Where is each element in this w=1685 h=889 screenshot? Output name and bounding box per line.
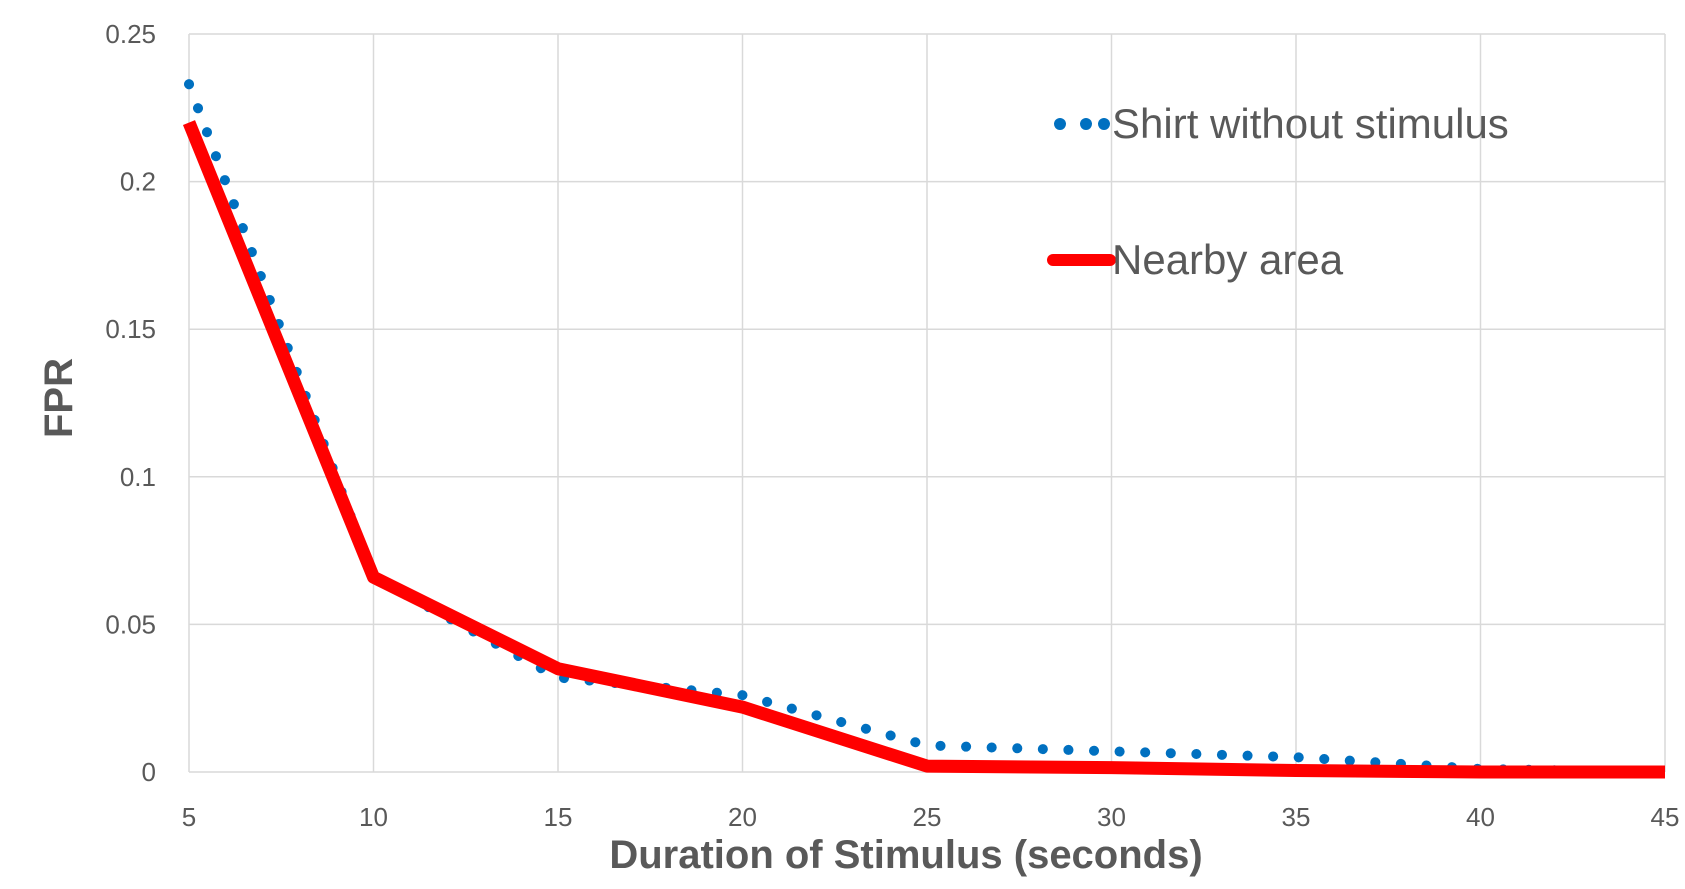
- x-tick-label: 35: [1282, 802, 1311, 832]
- legend-label-nearby-area: Nearby area: [1112, 236, 1344, 283]
- legend-dot: [1080, 118, 1092, 130]
- legend-item-shirt-without-stimulus: Shirt without stimulus: [1054, 100, 1509, 147]
- series-layer: [182, 79, 1670, 779]
- y-tick-label: 0.1: [120, 462, 156, 492]
- x-tick-label: 10: [359, 802, 388, 832]
- x-axis-title: Duration of Stimulus (seconds): [609, 833, 1202, 877]
- y-tick-label: 0.15: [105, 314, 156, 344]
- legend-dot: [1054, 118, 1066, 130]
- y-axis-title: FPR: [37, 358, 81, 438]
- legend-marker-dotted: [1054, 118, 1110, 130]
- legend: Shirt without stimulus Nearby area: [1047, 100, 1509, 283]
- y-tick-label: 0.2: [120, 167, 156, 197]
- y-tick-label: 0: [142, 757, 156, 787]
- legend-dot: [1098, 118, 1110, 130]
- legend-item-nearby-area: Nearby area: [1047, 236, 1344, 283]
- x-tick-label: 40: [1466, 802, 1495, 832]
- x-tick-label: 15: [544, 802, 573, 832]
- x-tick-label: 45: [1651, 802, 1680, 832]
- x-tick-label: 5: [182, 802, 196, 832]
- y-tick-label: 0.25: [105, 19, 156, 49]
- y-tick-label: 0.05: [105, 609, 156, 639]
- grid: [188, 33, 1666, 773]
- legend-label-shirt-without-stimulus: Shirt without stimulus: [1112, 100, 1509, 147]
- x-tick-label: 20: [728, 802, 757, 832]
- x-tick-label: 30: [1097, 802, 1126, 832]
- tick-labels: 0 0.05 0.1 0.15 0.2 0.25 5 10 15 20 25 30 35 40 45: [105, 19, 1679, 832]
- x-tick-label: 25: [913, 802, 942, 832]
